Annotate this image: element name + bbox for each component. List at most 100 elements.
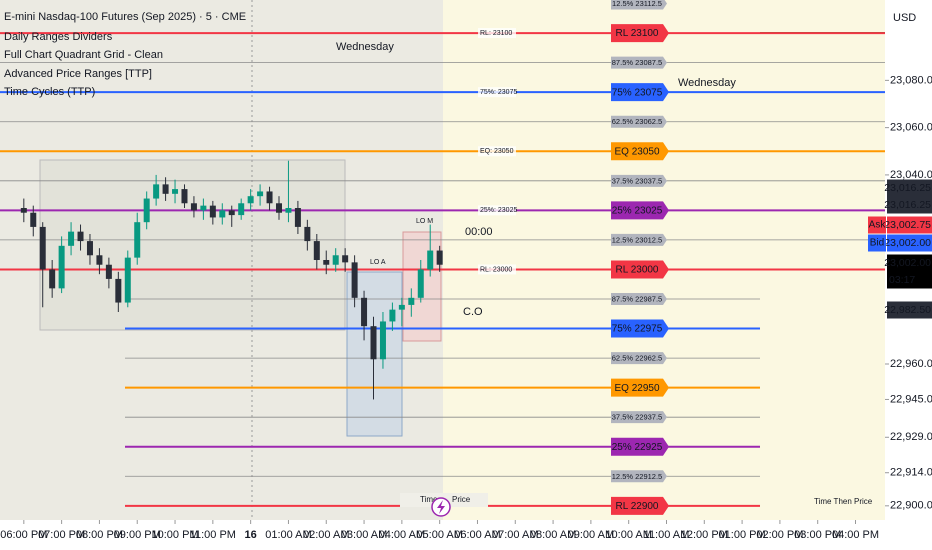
box-label: LO A	[370, 259, 386, 266]
level-tag-label: 62.5% 22962.5	[612, 354, 662, 363]
y-tick-label: 22,960.00	[890, 358, 932, 370]
price-tag	[887, 254, 932, 289]
level-tag	[611, 411, 667, 424]
candle-body	[427, 250, 434, 270]
badge-text: Time	[420, 495, 438, 504]
candle-body	[275, 203, 282, 213]
inline-label: RL: 23100	[480, 30, 512, 37]
inline-label-bg	[478, 28, 516, 39]
candle-body	[285, 208, 292, 213]
inline-label: 25%: 23025	[480, 207, 517, 214]
price-tag	[887, 216, 932, 234]
price-tag-label: 23,002.00	[884, 257, 931, 269]
y-tick-label: 23,060.00	[890, 122, 932, 134]
level-tag-label: 25% 23025	[612, 206, 663, 217]
candle-body	[219, 210, 226, 218]
price-tag-prefix: Bid	[870, 238, 884, 249]
price-tag-prefix-bg	[868, 216, 886, 234]
candle-body	[332, 255, 339, 265]
lightning-bolt	[437, 500, 445, 514]
price-tag-prefix: Ask	[869, 220, 887, 231]
candle-body	[238, 203, 245, 216]
x-tick-label: 12:00 PM	[681, 529, 728, 541]
indicator-name: Advanced Price Ranges [TTP]	[4, 68, 152, 80]
x-tick-label: 16	[245, 529, 257, 541]
candle-body	[105, 264, 112, 279]
candle-body	[361, 297, 368, 327]
level-tag-label: 12.5% 22912.5	[612, 472, 662, 481]
y-tick-label: 22,945.00	[890, 393, 932, 405]
candle-body	[68, 231, 75, 246]
x-tick-label: 09:00 PM	[114, 529, 161, 541]
level-tag	[611, 352, 667, 365]
x-tick-label: 02:00 PM	[756, 529, 803, 541]
x-tick-label: 09:00 AM	[568, 529, 614, 541]
cycle-label: Time Then Price	[814, 497, 873, 506]
candle-body	[181, 189, 188, 204]
level-tag	[611, 201, 669, 220]
level-tag-label: 12.5% 23112.5	[612, 0, 662, 8]
price-tag-label: 22,982.50	[884, 304, 931, 316]
candle-body	[190, 203, 197, 211]
candle-body	[351, 262, 358, 298]
level-tag	[611, 83, 669, 102]
price-tag-label: 23,002.00	[884, 237, 931, 249]
x-tick-label: 06:00 PM	[0, 529, 47, 541]
level-tag	[611, 260, 669, 279]
price-tag-label: 23,016.25	[884, 199, 931, 211]
level-tag-label: 62.5% 23062.5	[612, 117, 662, 126]
day-label: Wednesday	[336, 41, 394, 53]
x-tick-label: 10:00 AM	[605, 529, 651, 541]
inline-label-bg	[478, 205, 516, 216]
candle-body	[77, 231, 84, 242]
x-tick-label: 01:00 AM	[265, 529, 311, 541]
level-tag	[611, 56, 667, 69]
candle-body	[313, 241, 320, 260]
inline-label: 75%: 23075	[480, 89, 517, 96]
level-tag-label: RL 22900	[616, 501, 659, 512]
candle-body	[86, 241, 93, 256]
candle-body	[436, 250, 443, 265]
candle-body	[389, 309, 396, 322]
level-tag-label: 75% 23075	[612, 87, 663, 98]
x-tick-label: 11:00 AM	[644, 529, 690, 541]
level-tag	[611, 496, 669, 515]
candle-body	[294, 208, 301, 227]
level-tag-label: EQ 23050	[614, 146, 659, 157]
candle-body	[20, 208, 27, 213]
level-tag	[611, 0, 667, 10]
candle-body	[143, 198, 150, 223]
x-tick-label: 08:00 PM	[76, 529, 123, 541]
level-tag	[611, 233, 667, 246]
candle-body	[247, 196, 254, 204]
candle-body	[209, 205, 216, 218]
level-tag	[611, 174, 667, 187]
candle-body	[39, 226, 46, 270]
level-tag	[611, 293, 667, 305]
candle-body	[379, 321, 386, 360]
countdown: 03:17	[889, 274, 915, 286]
candle-body	[162, 184, 169, 194]
range-box	[39, 159, 346, 331]
x-tick-label: 07:00 AM	[492, 529, 538, 541]
level-tag	[611, 115, 667, 128]
y-tick-label: 23,040.00	[890, 169, 932, 181]
y-tick-label: 22,929.00	[890, 431, 932, 443]
price-tag	[887, 179, 932, 197]
level-tag-label: 37.5% 22937.5	[612, 413, 662, 422]
level-tag-label: 25% 22925	[612, 442, 663, 453]
symbol-title: E-mini Nasdaq-100 Futures (Sep 2025) · 5…	[4, 11, 246, 23]
candle-body	[370, 326, 377, 360]
candle-body	[172, 189, 179, 194]
x-tick-label: 03:00 AM	[341, 529, 387, 541]
level-tag-label: RL 23000	[616, 265, 659, 276]
level-tag	[611, 319, 669, 338]
inline-label: EQ: 23050	[480, 148, 514, 155]
currency[interactable]: USD	[893, 12, 916, 24]
x-tick-label: 06:00 AM	[454, 529, 500, 541]
price-tag	[887, 301, 932, 319]
badge-text: Price	[452, 495, 471, 504]
candle-body	[266, 191, 273, 204]
level-tag-label: 37.5% 23037.5	[612, 176, 662, 185]
price-tag-label: 23,016.25	[884, 182, 931, 194]
